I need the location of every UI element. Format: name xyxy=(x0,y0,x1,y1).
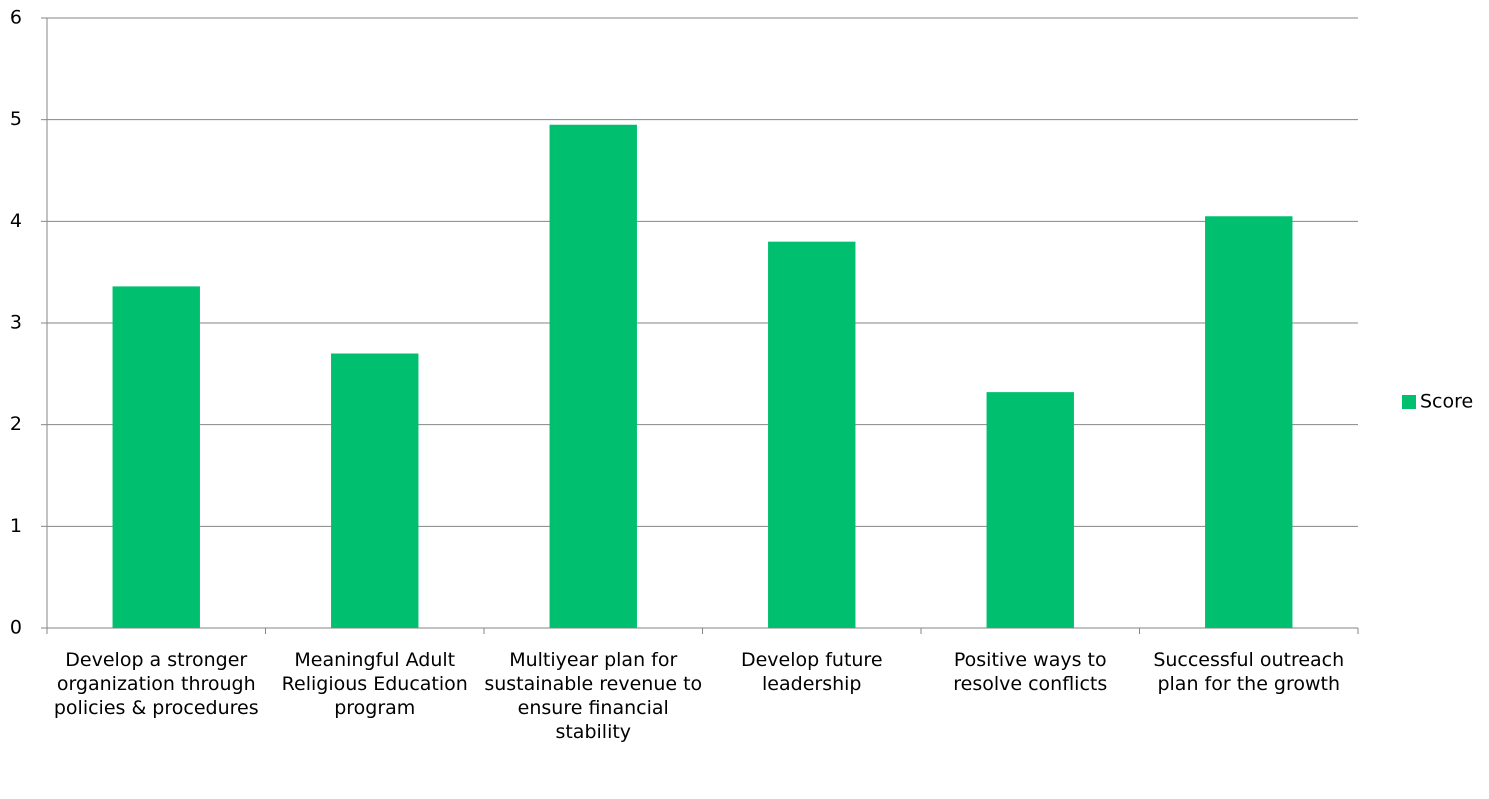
y-tick-label: 4 xyxy=(10,210,22,232)
x-label-box: Positive ways to resolve conflicts xyxy=(953,649,1108,695)
bar xyxy=(1205,216,1293,628)
x-tick-label: Multiyear plan for sustainable revenue t… xyxy=(484,649,703,743)
x-label-box: Successful outreach plan for the growth xyxy=(1153,649,1345,695)
x-tick-label: Positive ways to resolve conflicts xyxy=(953,649,1108,695)
x-label-box: Develop a stronger organization through … xyxy=(53,649,259,719)
y-tick-label: 5 xyxy=(10,108,22,130)
y-tick-label: 3 xyxy=(10,312,22,334)
y-tick-label: 2 xyxy=(10,413,22,435)
bar xyxy=(986,392,1074,628)
y-tick-label: 6 xyxy=(10,7,22,29)
y-tick-label: 0 xyxy=(10,617,22,639)
legend-label: Score xyxy=(1420,391,1473,413)
x-tick-label: Meaningful Adult Religious Education pro… xyxy=(281,649,468,719)
x-label-box: Develop future leadership xyxy=(740,649,883,695)
y-tick-label: 1 xyxy=(10,515,22,537)
bar xyxy=(331,353,419,628)
x-tick-label: Develop a stronger organization through … xyxy=(53,649,259,719)
x-label-box: Meaningful Adult Religious Education pro… xyxy=(281,649,468,719)
legend-swatch xyxy=(1402,395,1416,409)
bar xyxy=(768,241,856,628)
bar xyxy=(112,286,200,628)
x-label-box: Multiyear plan for sustainable revenue t… xyxy=(484,649,703,743)
bar xyxy=(549,124,637,628)
x-tick-label: Successful outreach plan for the growth xyxy=(1153,649,1345,695)
x-tick-label: Develop future leadership xyxy=(740,649,883,695)
